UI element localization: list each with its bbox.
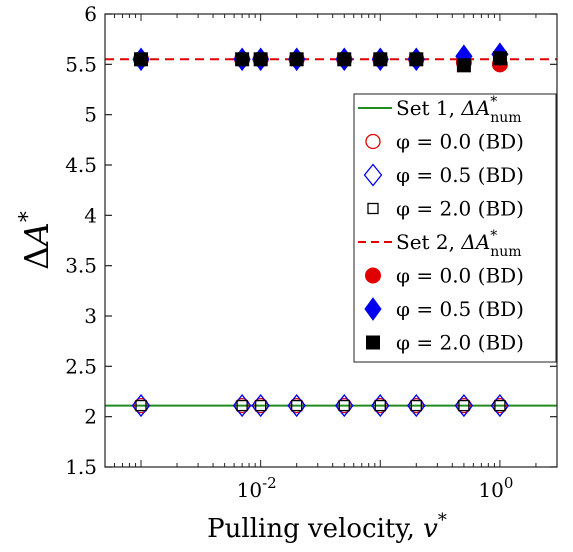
data-point bbox=[291, 399, 303, 412]
data-point bbox=[254, 399, 267, 412]
legend-marker-swatch bbox=[365, 267, 381, 284]
data-point bbox=[131, 394, 151, 418]
legend-marker-swatch bbox=[364, 297, 382, 321]
legend-label: φ = 2.0 (BD) bbox=[396, 331, 524, 355]
data-point bbox=[253, 52, 268, 67]
data-point bbox=[492, 397, 508, 414]
x-tick-label: 100 bbox=[478, 474, 513, 502]
series-4 bbox=[135, 399, 506, 412]
series-3 bbox=[131, 394, 510, 418]
data-point bbox=[458, 399, 470, 412]
data-point bbox=[408, 397, 424, 414]
x-axis-label: Pulling velocity, v* bbox=[207, 510, 447, 544]
data-point bbox=[456, 397, 472, 414]
legend-marker-swatch bbox=[365, 133, 381, 150]
legend: Set 1, ΔA* num φ = 0.0 (BD) φ = 0.5 (BD) φ =… bbox=[353, 93, 557, 363]
legend-label: φ = 0.5 (BD) bbox=[396, 297, 524, 321]
series-8 bbox=[134, 51, 507, 73]
data-point bbox=[492, 51, 507, 66]
data-point bbox=[337, 52, 352, 67]
legend-entry-1: Set 1, ΔA* num bbox=[358, 94, 522, 126]
data-point bbox=[410, 399, 422, 412]
legend-entry-8: φ = 2.0 (BD) bbox=[366, 331, 524, 355]
data-point bbox=[135, 399, 147, 412]
data-point bbox=[289, 397, 305, 414]
y-tick-label: 3.5 bbox=[65, 254, 97, 278]
data-point bbox=[252, 397, 269, 414]
data-point bbox=[235, 52, 250, 67]
y-tick-label: 1.5 bbox=[65, 455, 97, 479]
x-tick-label: 10-2 bbox=[237, 474, 277, 502]
y-tick-label: 4.5 bbox=[65, 153, 97, 177]
legend-marker-swatch bbox=[366, 335, 380, 350]
axes: 1.5 2 2.5 3 3.5 4 4.5 5 5.5 6 10-2 100 bbox=[65, 2, 558, 502]
legend-label: Set 1, ΔA* num bbox=[396, 94, 522, 126]
y-axis-label: ΔA* bbox=[16, 211, 56, 270]
data-point bbox=[374, 399, 386, 412]
y-tick-label: 2 bbox=[84, 405, 97, 429]
data-point bbox=[133, 397, 149, 414]
data-point bbox=[289, 52, 304, 67]
data-point bbox=[406, 394, 426, 418]
data-point bbox=[251, 394, 270, 418]
data-point bbox=[234, 397, 250, 414]
data-point bbox=[134, 52, 149, 67]
legend-label: Set 2, ΔA* num bbox=[396, 228, 522, 260]
data-marks bbox=[105, 42, 557, 418]
legend-entry-4: φ = 2.0 (BD) bbox=[367, 197, 524, 221]
legend-entry-2: φ = 0.0 (BD) bbox=[365, 130, 524, 154]
legend-entry-3: φ = 0.5 (BD) bbox=[363, 163, 524, 187]
data-point bbox=[456, 58, 471, 73]
legend-label: φ = 2.0 (BD) bbox=[396, 197, 524, 221]
data-point bbox=[373, 52, 388, 67]
series-2 bbox=[133, 397, 508, 414]
legend-label: φ = 0.0 (BD) bbox=[396, 264, 524, 288]
data-point bbox=[232, 394, 252, 418]
data-point bbox=[454, 394, 474, 418]
data-point bbox=[236, 399, 248, 412]
y-tick-label: 5.5 bbox=[65, 52, 97, 76]
data-point bbox=[370, 394, 390, 418]
legend-entry-5: Set 2, ΔA* num bbox=[358, 228, 522, 260]
y-tick-label: 3 bbox=[84, 304, 97, 328]
legend-label: φ = 0.0 (BD) bbox=[396, 130, 524, 154]
legend-marker-swatch bbox=[363, 163, 383, 187]
legend-label: φ = 0.5 (BD) bbox=[396, 163, 524, 187]
data-point bbox=[287, 394, 306, 418]
y-tick-label: 5 bbox=[84, 103, 97, 127]
data-point bbox=[409, 52, 424, 67]
y-tick-label: 2.5 bbox=[65, 354, 97, 378]
legend-box bbox=[353, 93, 557, 363]
y-tick-label: 4 bbox=[84, 203, 97, 227]
legend-marker-swatch bbox=[367, 202, 379, 215]
data-point bbox=[494, 399, 506, 412]
data-point bbox=[334, 394, 354, 418]
legend-entry-7: φ = 0.5 (BD) bbox=[364, 297, 524, 321]
data-point bbox=[372, 397, 388, 414]
y-tick-label: 6 bbox=[84, 2, 97, 26]
legend-entry-6: φ = 0.0 (BD) bbox=[365, 264, 524, 288]
data-point bbox=[338, 399, 350, 412]
axes-frame bbox=[104, 13, 558, 468]
data-point bbox=[490, 394, 510, 418]
data-point bbox=[336, 397, 352, 414]
